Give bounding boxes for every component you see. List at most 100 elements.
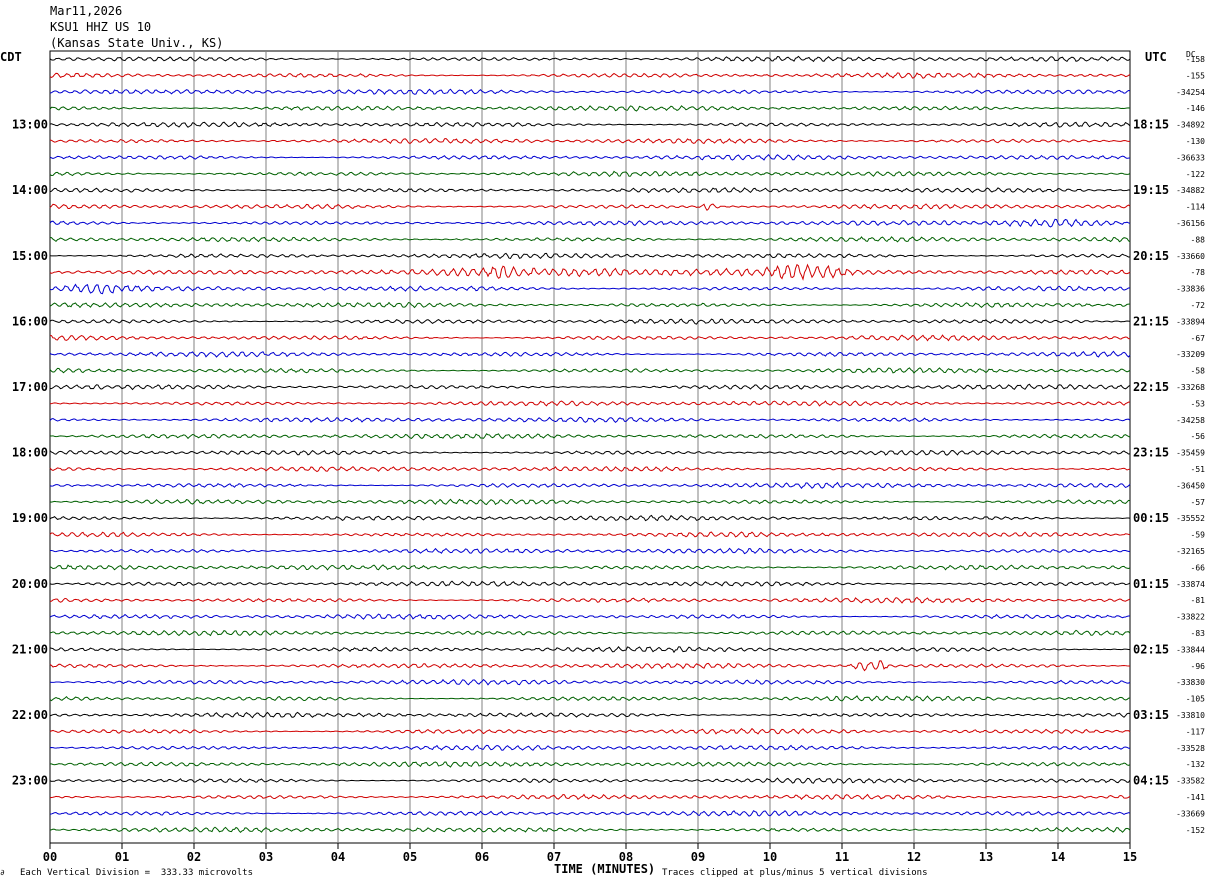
- x-tick-label: 02: [187, 850, 201, 864]
- left-hour-label: 18:00: [12, 446, 48, 460]
- x-tick-label: 15: [1123, 850, 1137, 864]
- dc-offset-label: -81: [1191, 596, 1206, 605]
- trace-line: [49, 55, 1131, 63]
- dc-offset-label: -51: [1191, 465, 1206, 474]
- x-tick-label: 11: [835, 850, 849, 864]
- x-tick-label: 04: [331, 850, 345, 864]
- dc-offset-label: -146: [1186, 104, 1205, 113]
- dc-offset-label: -36450: [1176, 481, 1205, 490]
- record-date: Mar11,2026: [50, 4, 123, 18]
- right-hour-label: 22:15: [1133, 380, 1169, 394]
- trace-line: [49, 826, 1131, 833]
- dc-offset-label: -33844: [1176, 645, 1205, 654]
- trace-line: [49, 711, 1131, 719]
- left-hour-label: 21:00: [12, 642, 48, 656]
- dc-offset-label: -130: [1186, 137, 1205, 146]
- trace-line: [49, 416, 1131, 424]
- dc-offset-label: -58: [1191, 367, 1206, 376]
- right-hour-label: 20:15: [1133, 249, 1169, 263]
- dc-offset-label: -72: [1191, 301, 1206, 310]
- dc-offset-label: -34258: [1176, 416, 1205, 425]
- corner-mark: ∂: [0, 868, 5, 877]
- right-hour-label: 04:15: [1133, 774, 1169, 788]
- right-hour-label: 02:15: [1133, 642, 1169, 656]
- trace-line: [49, 564, 1131, 571]
- dc-offset-label: -33894: [1176, 317, 1205, 326]
- dc-offset-label: -53: [1191, 399, 1206, 408]
- dc-offset-label: -33836: [1176, 285, 1205, 294]
- dc-offset-label: -33669: [1176, 809, 1205, 818]
- trace-line: [49, 367, 1131, 374]
- trace-line: [49, 218, 1131, 228]
- dc-offset-label: -33810: [1176, 711, 1205, 720]
- x-tick-label: 01: [115, 850, 129, 864]
- dc-offset-label: -105: [1186, 695, 1205, 704]
- trace-line: [49, 121, 1131, 128]
- trace-line: [49, 645, 1131, 654]
- trace-line: [49, 810, 1131, 817]
- left-hour-label: 16:00: [12, 314, 48, 328]
- x-tick-label: 13: [979, 850, 993, 864]
- trace-line: [49, 400, 1131, 407]
- x-tick-label: 14: [1051, 850, 1065, 864]
- dc-offset-label: -57: [1191, 498, 1206, 507]
- trace-line: [49, 514, 1131, 522]
- trace-line: [49, 318, 1131, 325]
- trace-line: [49, 629, 1131, 637]
- x-axis-title: TIME (MINUTES): [554, 862, 656, 876]
- dc-offset-label: -33874: [1176, 580, 1205, 589]
- plot-frame: [49, 50, 1131, 844]
- dc-offset-label: -83: [1191, 629, 1206, 638]
- trace-line: [49, 301, 1131, 309]
- dc-offset-label: -78: [1191, 268, 1206, 277]
- trace-line: [49, 153, 1131, 161]
- trace-line: [49, 793, 1131, 801]
- trace-line: [49, 105, 1131, 112]
- trace-line: [49, 88, 1131, 96]
- dc-offset-label: -36156: [1176, 219, 1205, 228]
- left-hour-label: 23:00: [12, 774, 48, 788]
- dc-offset-label: -35459: [1176, 449, 1205, 458]
- trace-line: [49, 449, 1131, 456]
- dc-offset-label: -132: [1186, 760, 1205, 769]
- trace-line: [49, 761, 1131, 768]
- trace-line: [49, 613, 1131, 620]
- x-tick-label: 12: [907, 850, 921, 864]
- trace-line: [49, 236, 1131, 243]
- dc-offset-label: -67: [1191, 334, 1206, 343]
- trace-line: [49, 481, 1131, 489]
- x-tick-label: 10: [763, 850, 777, 864]
- trace-line: [49, 580, 1131, 587]
- left-hour-label: 14:00: [12, 183, 48, 197]
- trace-line: [49, 531, 1131, 538]
- x-tick-label: 09: [691, 850, 705, 864]
- dc-offset-label: -32165: [1176, 547, 1205, 556]
- dc-offset-label: -34892: [1176, 121, 1205, 130]
- trace-line: [49, 252, 1131, 260]
- dc-offset-label: -141: [1186, 793, 1205, 802]
- dc-offset-label: -36633: [1176, 153, 1205, 162]
- trace-line: [49, 465, 1131, 473]
- dc-offset-label: -33268: [1176, 383, 1205, 392]
- scale-note: Each Vertical Division = 333.33 microvol…: [20, 868, 253, 878]
- dc-offset-label: -33582: [1176, 777, 1205, 786]
- x-tick-label: 03: [259, 850, 273, 864]
- dc-offset-label: -35552: [1176, 514, 1205, 523]
- right-hour-label: 21:15: [1133, 314, 1169, 328]
- dc-offset-label: -122: [1186, 170, 1205, 179]
- right-hour-label: 23:15: [1133, 446, 1169, 460]
- x-tick-label: 00: [43, 850, 57, 864]
- dc-offset-label: -114: [1186, 203, 1205, 212]
- trace-line: [49, 203, 1131, 211]
- x-tick-label: 07: [547, 850, 561, 864]
- right-hour-label: 00:15: [1133, 511, 1169, 525]
- trace-line: [49, 186, 1131, 194]
- trace-line: [49, 777, 1131, 784]
- dc-offset-label: -33209: [1176, 350, 1205, 359]
- trace-line: [49, 744, 1131, 751]
- trace-line: [49, 283, 1131, 295]
- trace-line: [49, 334, 1131, 342]
- trace-line: [49, 498, 1131, 506]
